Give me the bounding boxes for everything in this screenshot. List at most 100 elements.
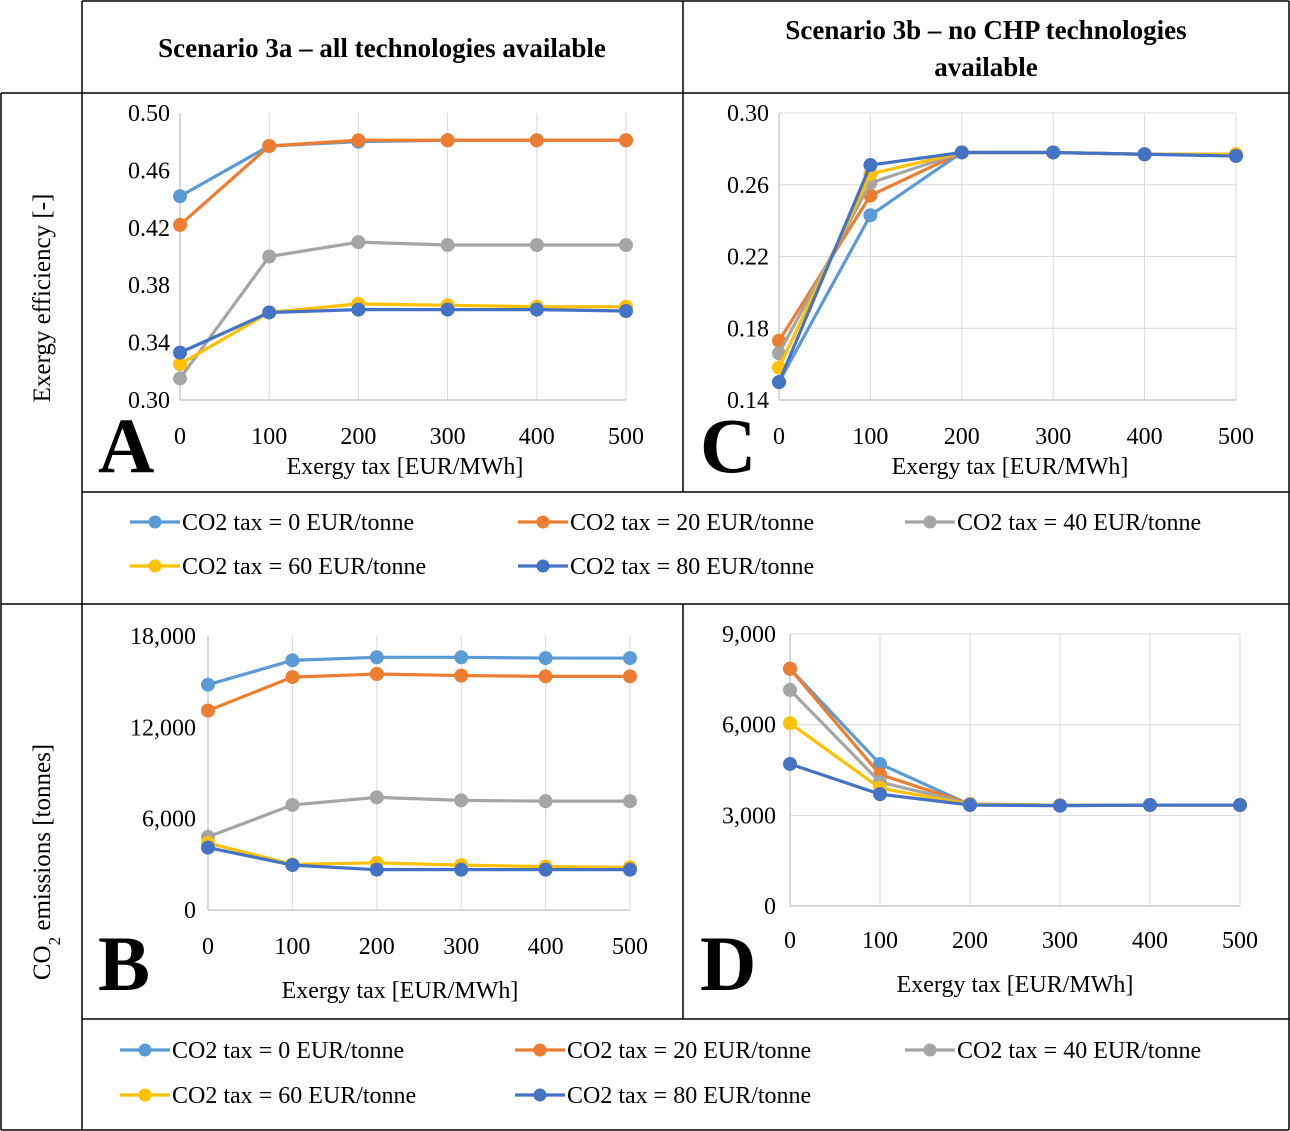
- legend-item-co2-tax-60: CO2 tax = 60 EUR/tonne: [130, 554, 426, 580]
- y-tick-label: 12,000: [130, 715, 196, 741]
- series-line: [788, 667, 1240, 807]
- x-axis-label: Exergy tax [EUR/MWh]: [287, 454, 524, 480]
- series-line: [178, 240, 626, 380]
- series-co2-tax-20: [201, 667, 637, 718]
- legend-label: CO2 tax = 80 EUR/tonne: [567, 1083, 811, 1109]
- x-tick-label: 500: [612, 934, 648, 960]
- data-point: [173, 371, 187, 386]
- y-tick-label: 0.42: [128, 216, 170, 242]
- legend-item-co2-tax-40: CO2 tax = 40 EUR/tonne: [905, 1038, 1201, 1064]
- data-point: [285, 858, 300, 873]
- legend-marker: [533, 1088, 547, 1102]
- y-tick-label: 6,000: [722, 713, 776, 739]
- data-point: [623, 862, 637, 877]
- legend-marker: [536, 515, 550, 529]
- legend-label: CO2 tax = 80 EUR/tonne: [570, 554, 814, 580]
- data-point: [454, 862, 469, 877]
- x-axis-label: Exergy tax [EUR/MWh]: [282, 978, 519, 1004]
- data-point: [351, 302, 366, 317]
- legend-bottom: CO2 tax = 0 EUR/tonne CO2 tax = 20 EUR/to…: [120, 1038, 1201, 1109]
- y-tick-label: 0.14: [727, 388, 769, 414]
- data-point: [351, 235, 366, 250]
- x-tick-label: 500: [608, 424, 644, 450]
- y-tick-label: 0: [764, 894, 776, 920]
- y-tick-label: 0.22: [727, 245, 769, 271]
- series-line: [179, 138, 626, 198]
- header-scenario-3a: Scenario 3a – all technologies available: [158, 33, 606, 63]
- series-co2-tax-20: [173, 133, 633, 232]
- x-tick-label: 200: [944, 424, 980, 450]
- y-tick-label: 0.50: [128, 101, 170, 127]
- data-point: [285, 797, 300, 812]
- data-point: [285, 653, 300, 668]
- legend-top: CO2 tax = 0 EUR/tonne CO2 tax = 20 EUR/to…: [130, 510, 1201, 580]
- data-point: [619, 304, 633, 319]
- legend-marker: [138, 1088, 152, 1102]
- data-point: [369, 650, 384, 665]
- data-point: [351, 133, 366, 148]
- legend-item-co2-tax-20: CO2 tax = 20 EUR/tonne: [518, 510, 814, 536]
- data-point: [783, 716, 797, 731]
- data-point: [262, 139, 277, 154]
- legend-label: CO2 tax = 40 EUR/tonne: [957, 510, 1201, 536]
- y-tick-label: 0.26: [727, 173, 769, 199]
- series-line: [777, 150, 1236, 355]
- series-co2-tax-80: [173, 302, 633, 360]
- legend-item-co2-tax-0: CO2 tax = 0 EUR/tonne: [130, 510, 414, 536]
- panel-letter-c: C: [700, 402, 756, 489]
- data-point: [623, 651, 637, 666]
- data-point: [863, 158, 878, 173]
- x-tick-label: 100: [251, 424, 287, 450]
- y-tick-label: 9,000: [722, 622, 776, 648]
- legend-marker: [148, 559, 162, 573]
- legend-label: CO2 tax = 0 EUR/tonne: [182, 510, 414, 536]
- series-line: [207, 672, 630, 713]
- legend-label: CO2 tax = 60 EUR/tonne: [182, 554, 426, 580]
- data-point: [440, 238, 455, 253]
- data-point: [623, 794, 637, 809]
- data-point: [173, 345, 187, 360]
- chart-panel-b: 0 6,000 12,000 18,000 0 100 200 300 400 500 Exergy…: [98, 624, 648, 1007]
- legend-label: CO2 tax = 0 EUR/tonne: [172, 1038, 404, 1064]
- x-tick-label: 400: [519, 424, 555, 450]
- legend-label: CO2 tax = 20 EUR/tonne: [570, 510, 814, 536]
- x-tick-label: 400: [1132, 928, 1168, 954]
- series-line: [207, 795, 630, 839]
- data-point: [454, 668, 469, 683]
- x-tick-label: 100: [852, 424, 888, 450]
- data-point: [529, 302, 544, 317]
- data-point: [954, 145, 969, 160]
- data-point: [454, 793, 469, 808]
- series-co2-tax-80: [783, 756, 1247, 813]
- data-point: [173, 217, 187, 232]
- data-point: [201, 840, 215, 855]
- panel-letter-b: B: [98, 920, 150, 1007]
- series-co2-tax-0: [201, 650, 637, 692]
- data-point: [963, 798, 977, 813]
- x-tick-label: 500: [1218, 424, 1254, 450]
- series-co2-tax-40: [783, 682, 1247, 813]
- y-tick-label: 0.30: [128, 388, 170, 414]
- series-line: [777, 150, 1237, 383]
- data-point: [538, 651, 553, 666]
- data-point: [1053, 798, 1067, 813]
- data-point: [440, 133, 455, 148]
- series-co2-tax-60: [783, 716, 1247, 813]
- data-point: [1233, 798, 1247, 813]
- data-point: [783, 756, 797, 771]
- data-point: [440, 302, 455, 317]
- series-line: [179, 307, 627, 355]
- data-point: [873, 787, 887, 802]
- data-point: [783, 661, 797, 676]
- legend-item-co2-tax-80: CO2 tax = 80 EUR/tonne: [518, 554, 814, 580]
- y-tick-label: 0.18: [727, 316, 769, 342]
- data-point: [369, 790, 384, 805]
- data-point: [623, 669, 637, 684]
- x-tick-label: 200: [340, 424, 376, 450]
- row-label-co2-prefix: CO: [29, 945, 56, 980]
- legend-label: CO2 tax = 60 EUR/tonne: [172, 1083, 416, 1109]
- x-tick-label: 300: [430, 424, 466, 450]
- x-tick-label: 0: [174, 424, 186, 450]
- row-label-co2-subscript: 2: [45, 937, 64, 946]
